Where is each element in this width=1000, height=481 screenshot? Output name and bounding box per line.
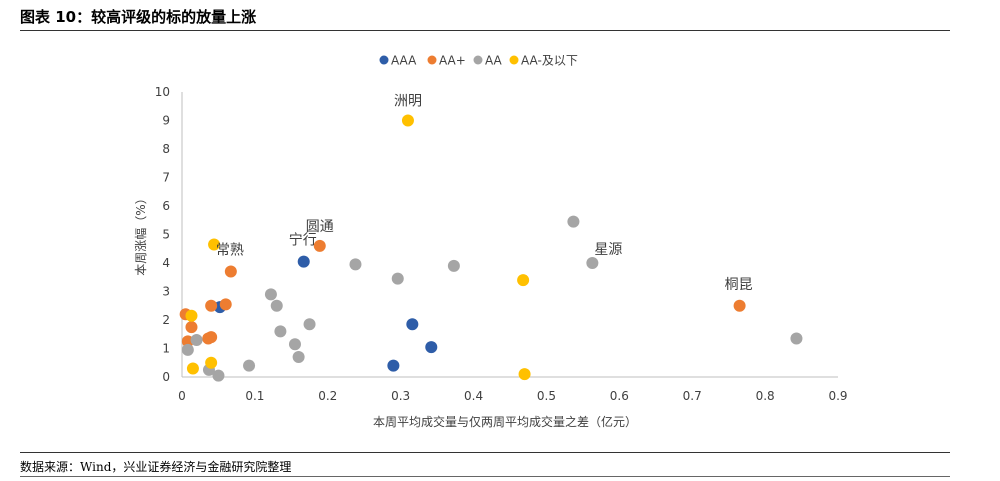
y-tick-label: 10 (155, 85, 170, 99)
x-tick-label: 0 (178, 389, 186, 403)
x-tick-label: 0.5 (537, 389, 556, 403)
data-point (181, 343, 194, 356)
x-tick-label: 0.6 (610, 389, 629, 403)
data-point (518, 368, 531, 381)
data-point (406, 318, 419, 331)
y-tick-label: 7 (162, 171, 170, 185)
x-tick-label: 0.2 (318, 389, 337, 403)
point-annotation: 圆通 (306, 219, 334, 235)
data-point (297, 255, 310, 268)
data-point (387, 359, 400, 372)
source-note: 数据来源：Wind，兴业证券经济与金融研究院整理 (20, 460, 292, 474)
data-point (264, 288, 277, 301)
point-annotation: 洲明 (394, 94, 422, 110)
source-divider (20, 452, 950, 453)
y-tick-label: 2 (162, 313, 170, 327)
legend-label: AA+ (439, 54, 466, 68)
legend-label: AAA (391, 54, 417, 68)
data-point (205, 356, 218, 369)
data-point (185, 309, 198, 322)
legend-marker (473, 55, 483, 65)
x-axis-title: 本周平均成交量与仅两周平均成交量之差（亿元） (373, 414, 637, 429)
data-point (190, 333, 203, 346)
y-tick-label: 3 (162, 285, 170, 299)
data-point (517, 274, 530, 287)
figure-title: 图表 10：较高评级的标的放量上涨 (20, 8, 257, 26)
data-point (288, 338, 301, 351)
data-point (270, 299, 283, 312)
data-point (205, 299, 218, 312)
data-point (224, 265, 237, 278)
chart-legend: AAA AA+ AA AA-及以下 (379, 54, 578, 68)
point-annotation: 桐昆 (725, 277, 753, 293)
x-tick-label: 0.8 (756, 389, 775, 403)
legend-label: AA (485, 54, 503, 68)
y-tick-label: 8 (162, 142, 170, 156)
data-point (567, 215, 580, 228)
data-point (208, 238, 221, 251)
x-tick-label: 0.7 (683, 389, 702, 403)
point-annotation: 星源 (594, 242, 622, 258)
data-point (219, 298, 232, 311)
data-point (447, 259, 460, 272)
data-point (586, 257, 599, 269)
data-point (425, 341, 438, 354)
y-tick-label: 4 (162, 256, 170, 270)
legend-marker (427, 55, 437, 65)
x-tick-label: 0.9 (828, 389, 847, 403)
y-tick-label: 1 (162, 342, 170, 356)
data-point (212, 369, 225, 382)
title-divider (20, 30, 950, 31)
y-tick-label: 6 (162, 199, 170, 213)
data-point (274, 325, 287, 338)
legend-marker (509, 55, 519, 65)
bottom-divider (20, 476, 950, 477)
data-point (243, 359, 256, 372)
data-point (186, 362, 199, 375)
x-tick-label: 0.1 (245, 389, 264, 403)
data-point (303, 318, 316, 331)
chart-points (179, 114, 803, 382)
data-point (185, 321, 198, 334)
y-axis-title: 本周涨幅（%） (133, 192, 148, 275)
data-point (313, 239, 326, 252)
legend-label: AA-及以下 (521, 54, 578, 68)
data-point (391, 272, 404, 285)
x-tick-label: 0.4 (464, 389, 483, 403)
data-point (733, 299, 746, 312)
point-annotation: 宁行 (289, 232, 317, 249)
data-point (349, 258, 362, 271)
y-tick-label: 5 (162, 228, 170, 242)
chart-axes: 0 0.1 0.2 0.3 0.4 0.5 0.6 0.7 0.8 0.9 0 1 2 3 4 5 6 7 8 9 10… (133, 85, 848, 429)
y-tick-label: 0 (162, 370, 170, 384)
y-tick-label: 9 (162, 114, 170, 128)
data-point (790, 332, 803, 345)
data-point (401, 114, 414, 127)
x-tick-label: 0.3 (391, 389, 410, 403)
point-annotation: 常熟 (216, 243, 244, 259)
legend-marker (379, 55, 389, 65)
data-point (292, 351, 305, 364)
data-point (205, 331, 218, 344)
